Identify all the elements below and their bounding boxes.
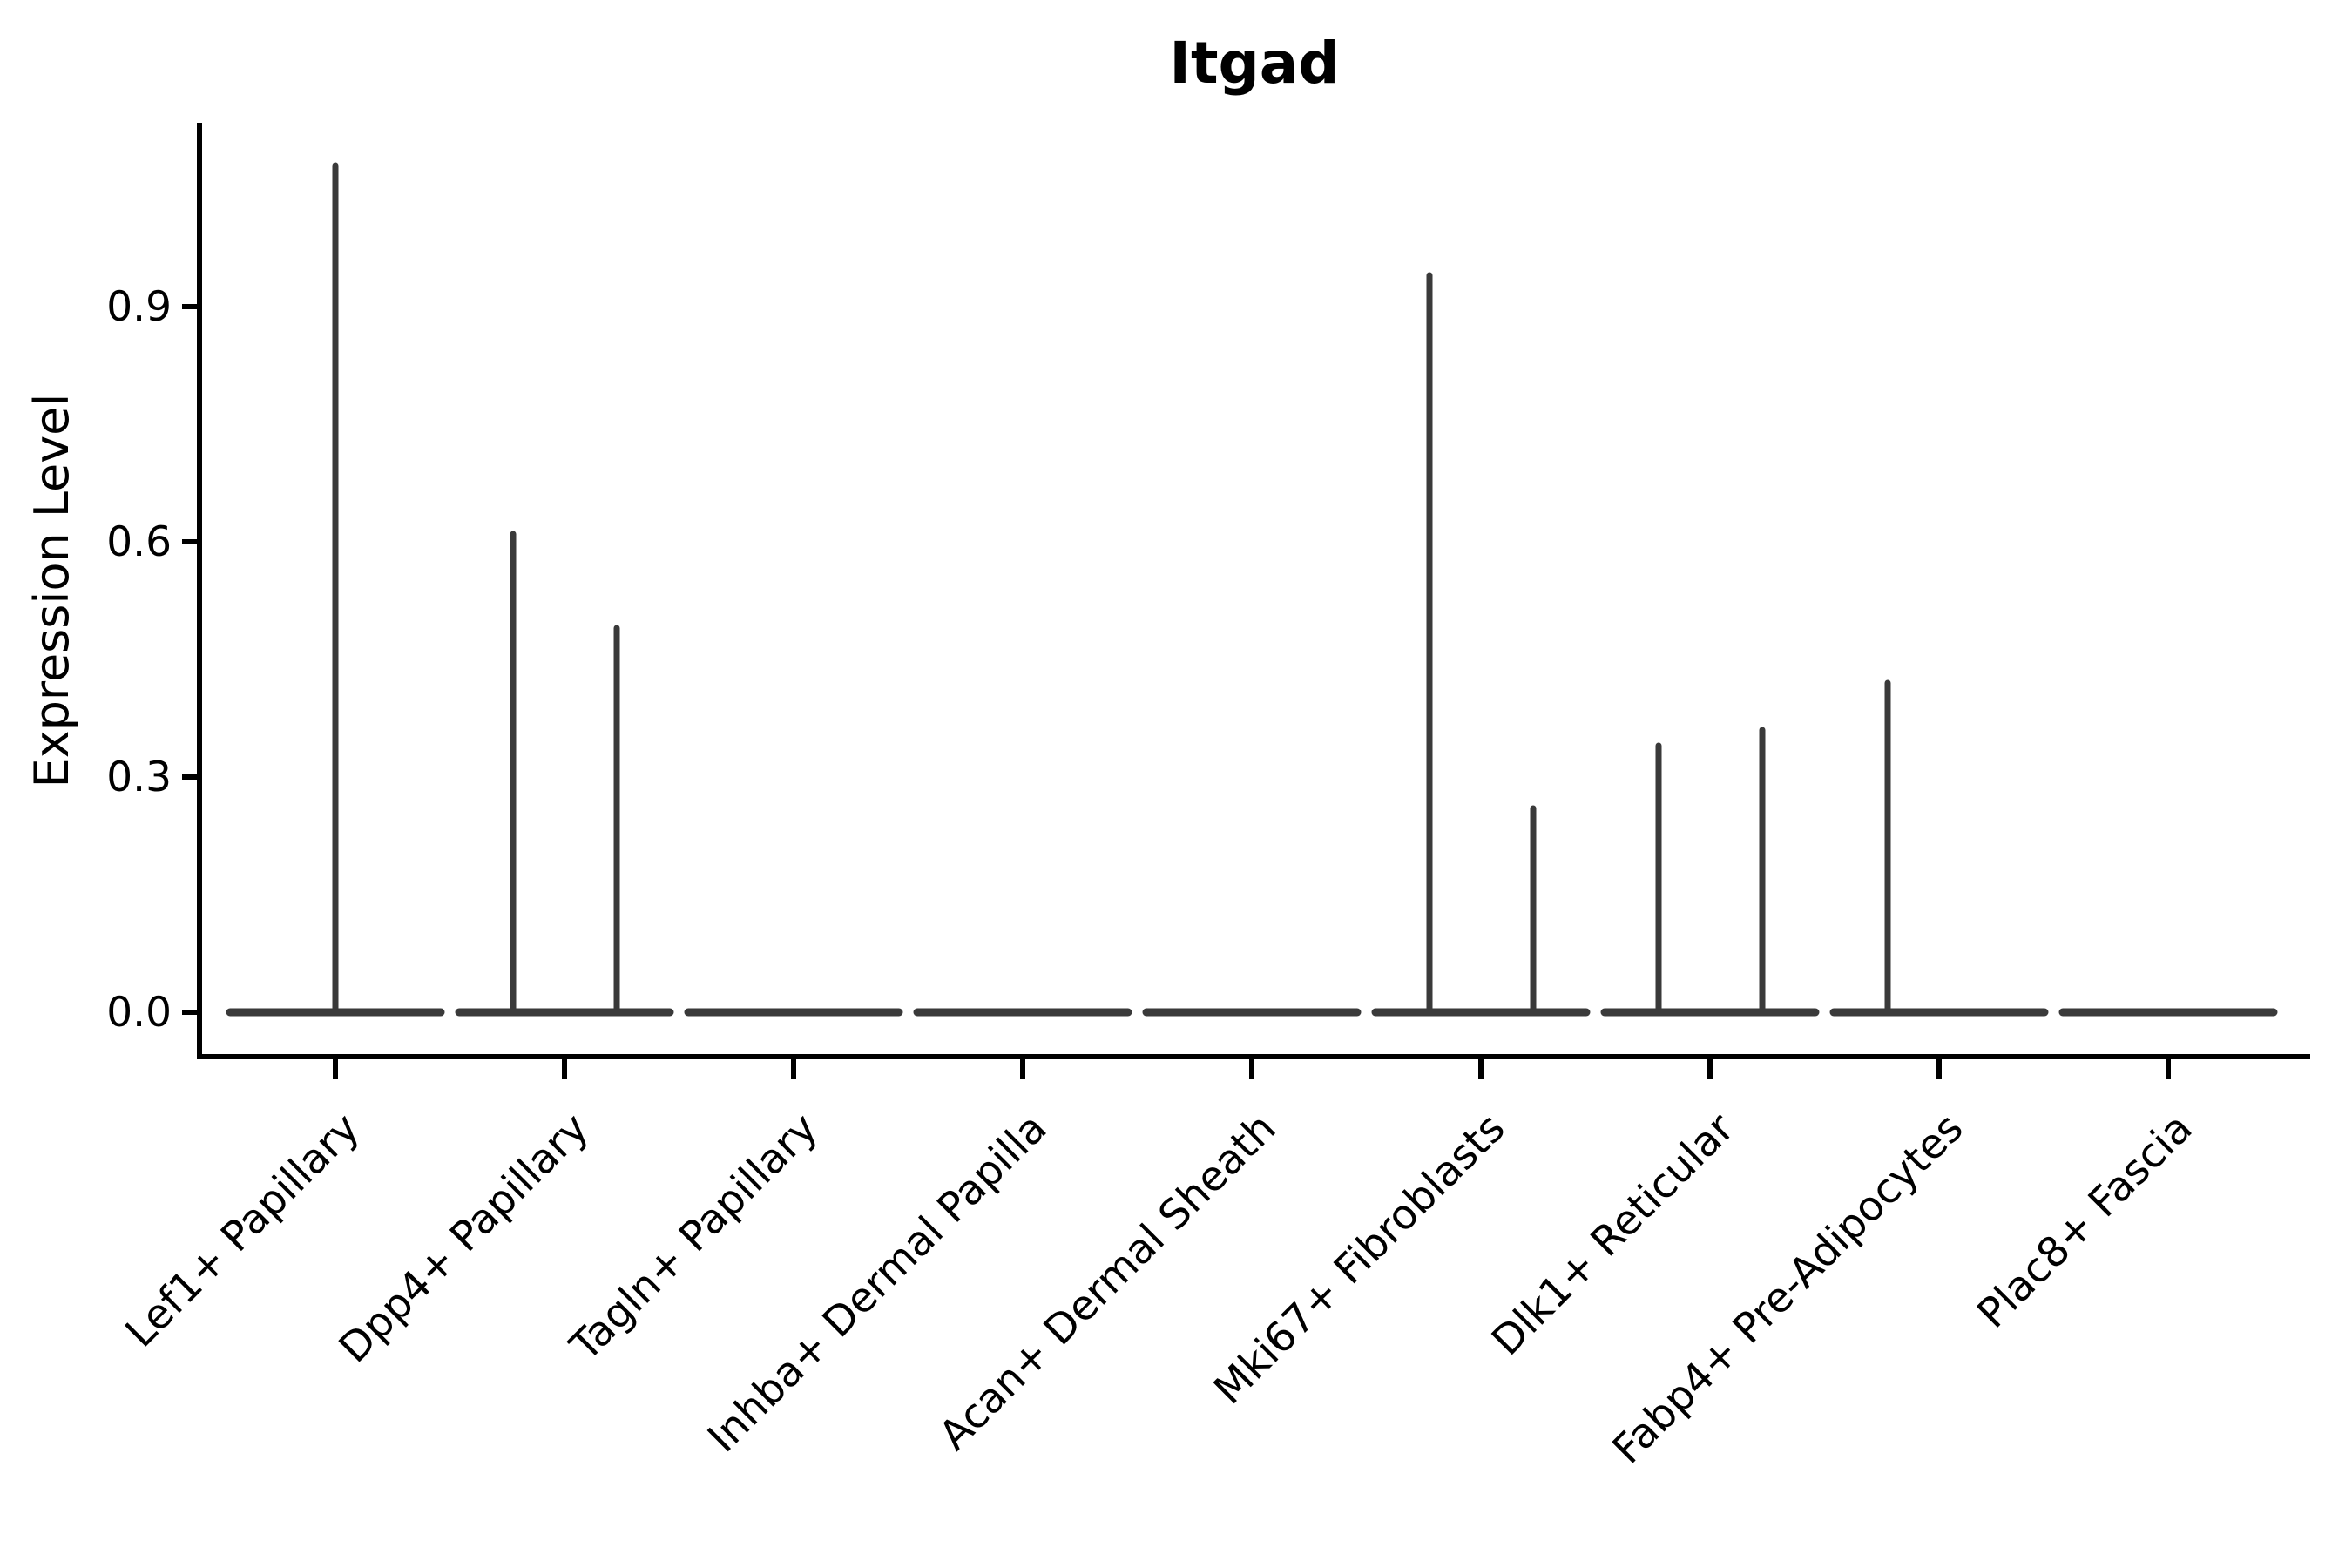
y-tick-label: 0.3 xyxy=(106,754,172,801)
y-axis-label: Expression Level xyxy=(24,394,79,788)
y-tick-label: 0.0 xyxy=(106,989,172,1037)
chart-title: Itgad xyxy=(1169,30,1339,97)
x-tick-label: Lef1+ Papillary xyxy=(117,1105,369,1357)
x-tick-label: Plac8+ Fascia xyxy=(1969,1105,2202,1338)
y-tick-label: 0.6 xyxy=(106,518,172,566)
y-tick-label: 0.9 xyxy=(106,283,172,331)
x-tick-label: Dlk1+ Reticular xyxy=(1483,1104,1744,1365)
x-tick-label: Dpp4+ Papillary xyxy=(330,1105,598,1373)
x-tick-label: Tagln+ Papillary xyxy=(561,1105,828,1371)
